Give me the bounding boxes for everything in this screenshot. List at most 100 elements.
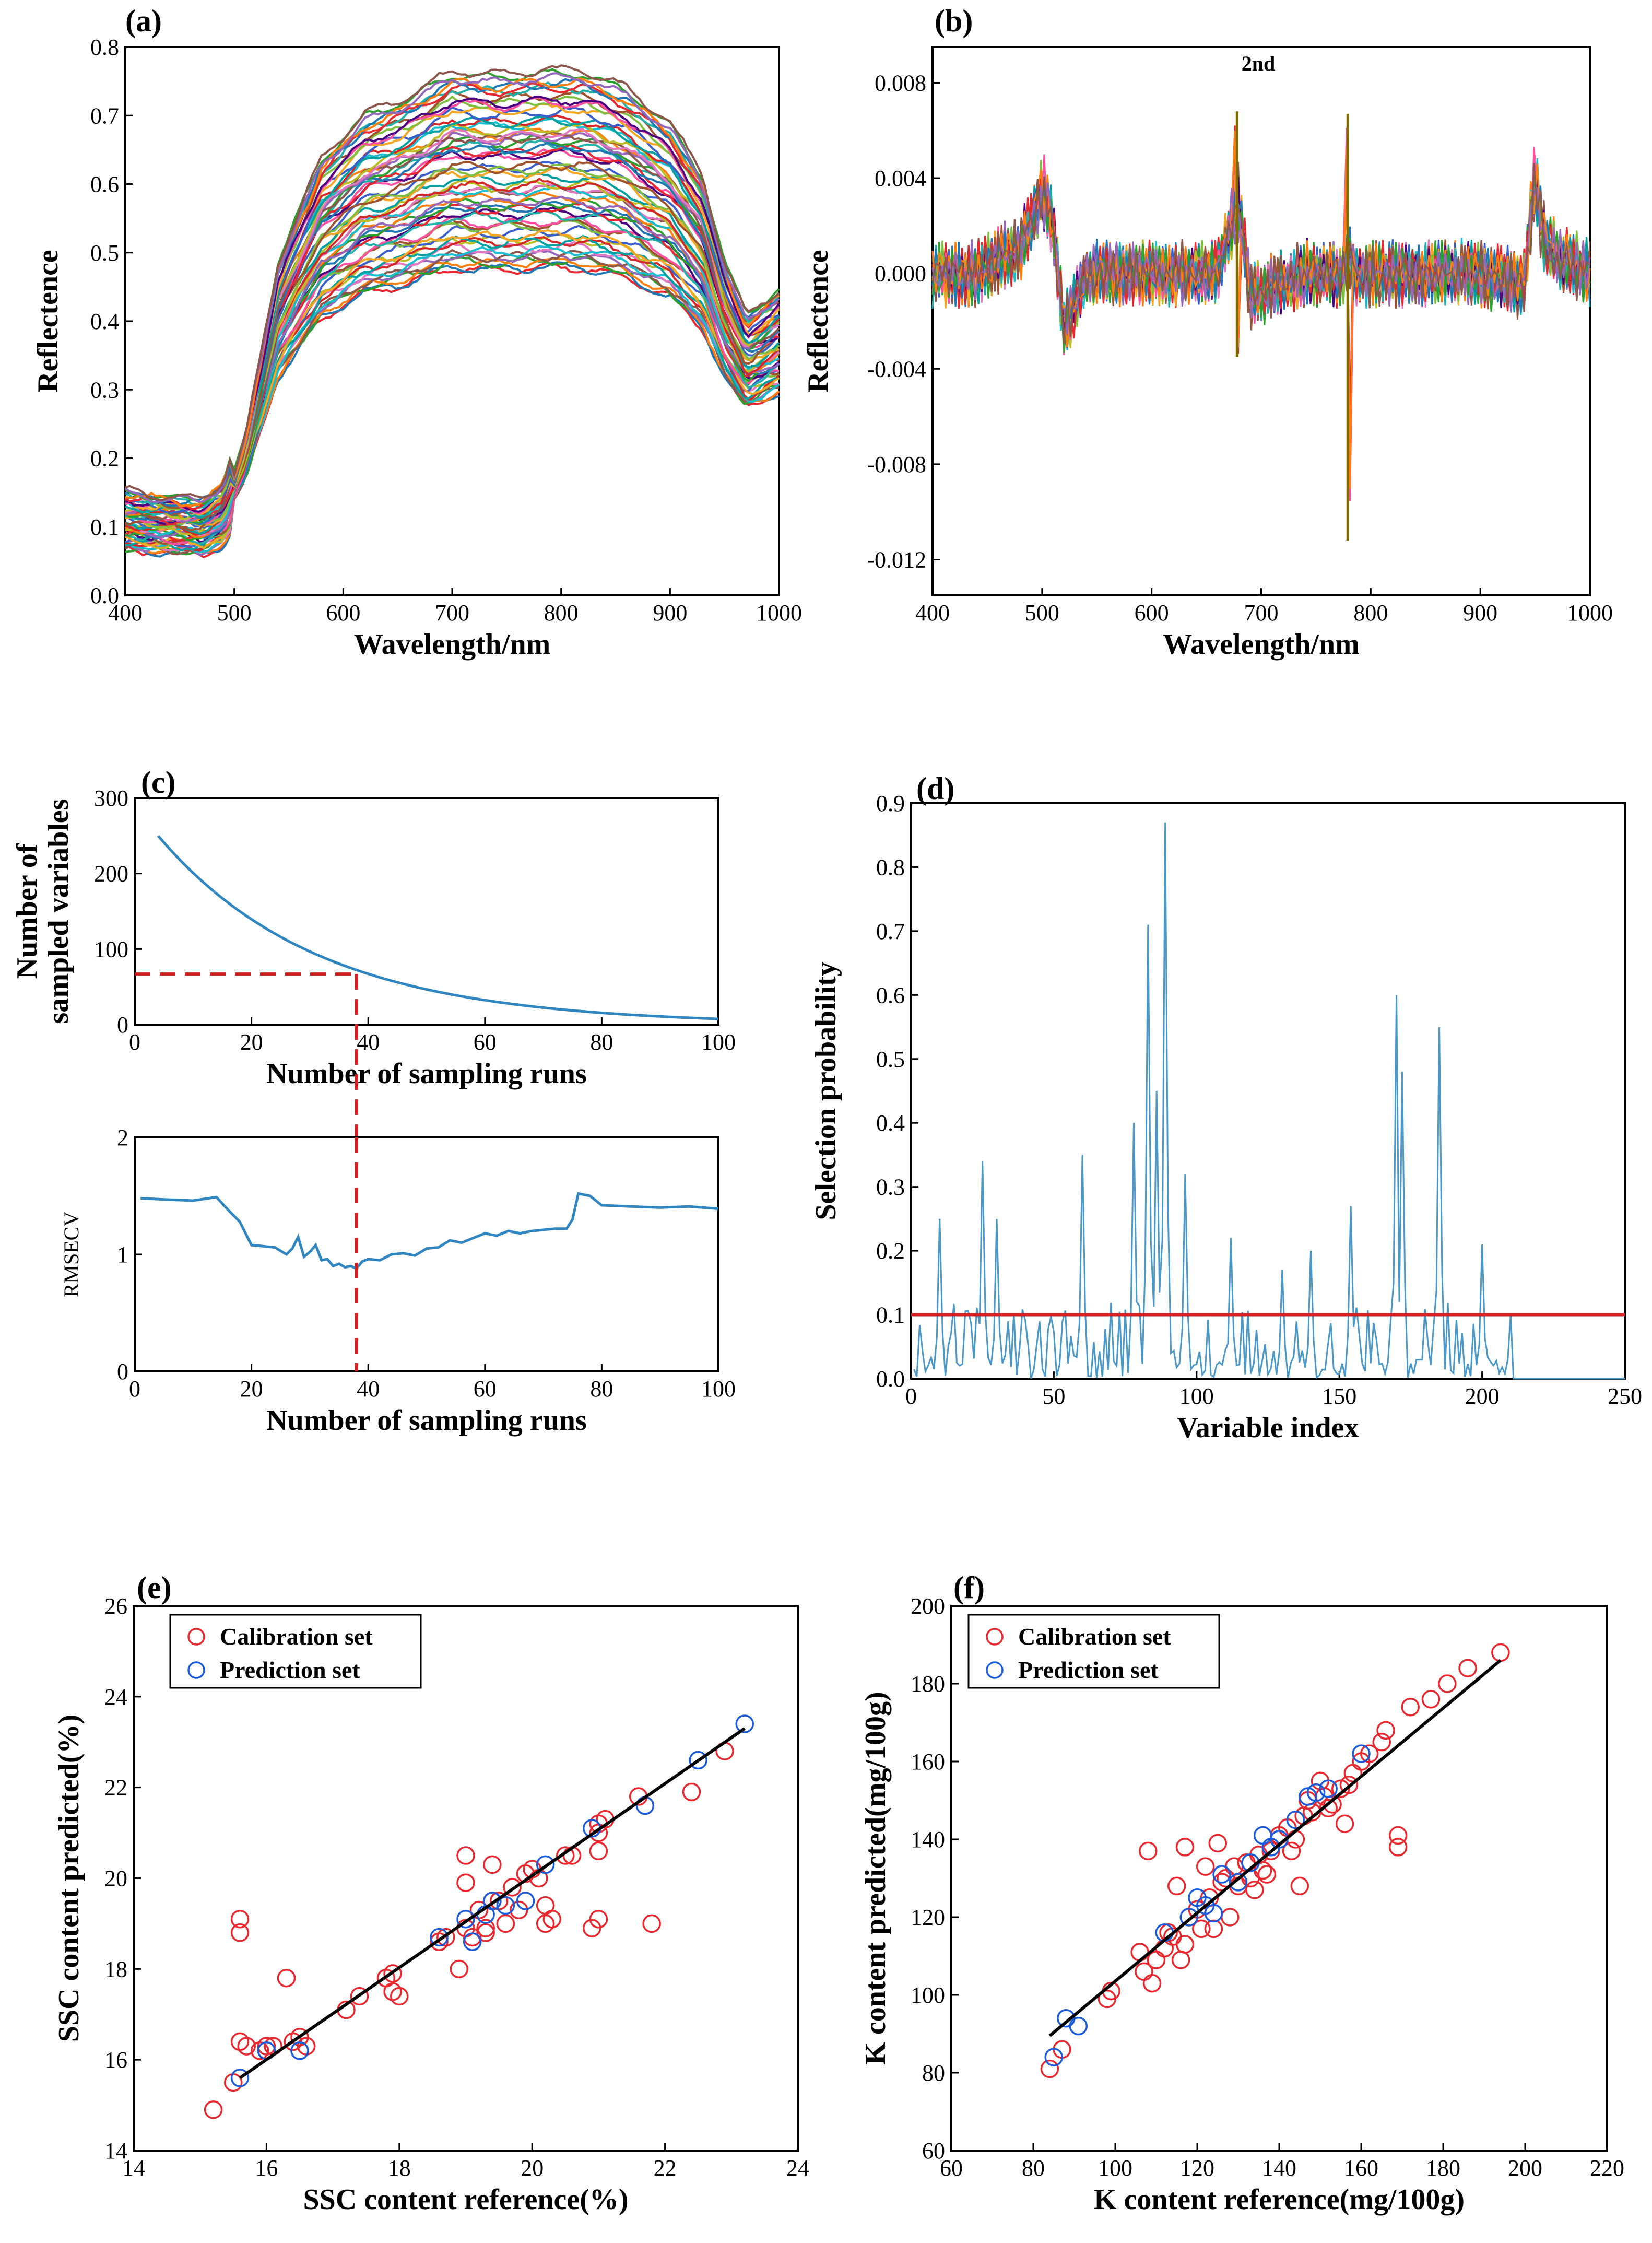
- calibration-point: [456, 1873, 475, 1892]
- calibration-point: [230, 1909, 250, 1929]
- y-tick-label: 200: [911, 1593, 945, 1619]
- calibration-point: [1331, 1779, 1350, 1798]
- y-tick-label: 24: [104, 1684, 127, 1710]
- y-tick-label: 1: [117, 1242, 128, 1267]
- x-tick-label: 16: [255, 2155, 278, 2181]
- panel-label: (f): [953, 1570, 985, 1605]
- prediction-point: [463, 1932, 482, 1951]
- y-axis-label: K content predicted(mg/100g): [859, 1692, 892, 2064]
- y-tick-label: 2: [117, 1125, 128, 1150]
- x-tick-label: 40: [357, 1029, 380, 1055]
- y-tick-label: 20: [104, 1866, 127, 1892]
- calibration-point: [1208, 1834, 1227, 1853]
- y-tick-label: 0: [117, 1359, 128, 1384]
- calibration-point: [1175, 1935, 1195, 1954]
- x-tick-label: 100: [701, 1029, 736, 1055]
- y-tick-label: 300: [94, 785, 128, 811]
- calibration-point: [204, 2100, 223, 2119]
- calibration-point: [1335, 1814, 1354, 1833]
- legend-marker: [187, 1661, 205, 1679]
- calibration-point: [1372, 1733, 1391, 1752]
- prediction-point: [1286, 1811, 1305, 1829]
- y-tick-label: 0.6: [876, 982, 905, 1008]
- prediction-point: [1306, 1783, 1326, 1802]
- plot-frame: [134, 797, 719, 1026]
- x-tick-label: 80: [1022, 2155, 1045, 2181]
- x-tick-label: 700: [435, 600, 469, 626]
- panel-label: (e): [137, 1570, 172, 1605]
- panel-e-ssc-scatter: 14 16 18 20 22 24 14 16 18 20 22 24 26 SSC content re…: [53, 1570, 809, 2216]
- y-axis-label: SSC content predicted(%): [53, 1714, 85, 2042]
- x-axis-label: Variable index: [1177, 1412, 1359, 1444]
- x-tick-label: 500: [217, 600, 252, 626]
- x-tick-label: 100: [1098, 2155, 1132, 2181]
- x-axis-label: SSC content reference(%): [303, 2183, 628, 2216]
- legend: Calibration set Prediction set: [169, 1614, 422, 1689]
- x-tick-label: 120: [1180, 2155, 1214, 2181]
- x-tick-label: 1000: [1567, 600, 1613, 626]
- x-axis-label: Wavelength/nm: [1163, 628, 1359, 661]
- y-tick-label: 0.5: [90, 240, 119, 266]
- x-tick-label: 22: [654, 2155, 677, 2181]
- prediction-point: [1352, 1744, 1371, 1763]
- x-tick-label: 700: [1244, 600, 1279, 626]
- calibration-point: [1360, 1744, 1379, 1763]
- x-tick-label: 60: [474, 1029, 497, 1055]
- panel-label: (b): [935, 4, 973, 38]
- x-tick-label: 100: [1179, 1383, 1214, 1409]
- calibration-point: [1401, 1697, 1420, 1717]
- x-tick-label: 40: [357, 1376, 380, 1402]
- y-tick-label: 0.004: [875, 166, 926, 191]
- x-tick-label: 20: [521, 2155, 544, 2181]
- y-tick-label: 18: [104, 1956, 127, 1982]
- y-tick-label: 0.3: [876, 1175, 905, 1200]
- legend-label: Calibration set: [1018, 1623, 1171, 1650]
- x-tick-label: 0: [129, 1376, 140, 1402]
- y-tick-label: 0.5: [876, 1047, 905, 1072]
- y-tick-label: 0.1: [876, 1302, 905, 1328]
- y-tick-label: 0.4: [90, 309, 119, 334]
- legend-marker: [986, 1628, 1004, 1646]
- y-tick-label: -0.004: [867, 356, 926, 382]
- x-tick-label: 400: [915, 600, 950, 626]
- y-tick-label: 0.2: [90, 446, 119, 472]
- y-tick-label: 0.6: [90, 172, 119, 197]
- calibration-point: [1192, 1919, 1211, 1939]
- calibration-point: [1159, 1923, 1178, 1942]
- y-tick-label: 180: [911, 1671, 945, 1697]
- y-axis-label: RMSECV: [60, 1212, 83, 1298]
- regression-line: [1048, 1659, 1502, 2037]
- panel-label: (a): [125, 4, 162, 38]
- prediction-point: [1069, 2016, 1088, 2036]
- spectrum-line: [125, 144, 780, 526]
- calibration-point: [1339, 1775, 1359, 1794]
- calibration-point: [1167, 1876, 1186, 1896]
- derivative-order-label: 2nd: [1242, 52, 1276, 75]
- x-tick-label: 0: [129, 1029, 140, 1055]
- calibration-point: [642, 1914, 661, 1933]
- calibration-point: [589, 1909, 608, 1929]
- y-tick-label: 0.008: [875, 70, 926, 96]
- prediction-point: [735, 1714, 754, 1733]
- y-tick-label: 0.3: [90, 377, 119, 403]
- prediction-point: [483, 1892, 502, 1910]
- y-axis-label: Reflectence: [802, 250, 834, 393]
- y-tick-label: 0.0: [90, 583, 119, 608]
- y-tick-label: 120: [911, 1905, 945, 1930]
- y-tick-label: 80: [922, 2060, 945, 2086]
- calibration-point: [1245, 1881, 1264, 1899]
- x-tick-label: 18: [388, 2155, 411, 2181]
- prediction-point: [230, 2069, 250, 2087]
- calibration-point: [230, 1923, 250, 1942]
- x-tick-label: 200: [1508, 2155, 1542, 2181]
- x-axis-label: K content reference(mg/100g): [1094, 2183, 1465, 2216]
- legend-box: [169, 1614, 422, 1689]
- selection-probability-line: [913, 822, 1625, 1380]
- calibration-point: [1142, 1974, 1162, 1993]
- x-tick-label: 80: [590, 1029, 613, 1055]
- y-tick-label: 0.7: [90, 103, 119, 128]
- calibration-point: [1196, 1857, 1215, 1876]
- y-tick-label: 0.1: [90, 514, 119, 540]
- y-tick-label: 0.7: [876, 919, 905, 944]
